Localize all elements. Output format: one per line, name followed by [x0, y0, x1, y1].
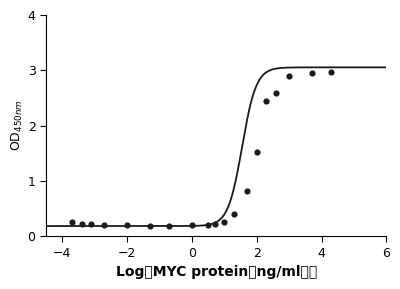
- Point: [231, 212, 237, 216]
- Point: [124, 223, 130, 227]
- X-axis label: Log（MYC protein（ng/ml））: Log（MYC protein（ng/ml））: [116, 265, 317, 279]
- Point: [286, 73, 292, 78]
- Point: [328, 70, 334, 75]
- Point: [78, 222, 85, 226]
- Point: [308, 71, 315, 75]
- Point: [166, 223, 172, 228]
- Point: [189, 223, 195, 227]
- Point: [211, 222, 218, 226]
- Point: [69, 220, 75, 224]
- Point: [254, 150, 260, 154]
- Point: [88, 222, 94, 226]
- Point: [146, 223, 153, 228]
- Point: [273, 91, 279, 96]
- Point: [244, 188, 250, 193]
- Y-axis label: OD$_{450nm}$: OD$_{450nm}$: [10, 100, 25, 151]
- Point: [101, 223, 108, 227]
- Point: [221, 220, 228, 225]
- Point: [205, 222, 211, 227]
- Point: [263, 98, 270, 103]
